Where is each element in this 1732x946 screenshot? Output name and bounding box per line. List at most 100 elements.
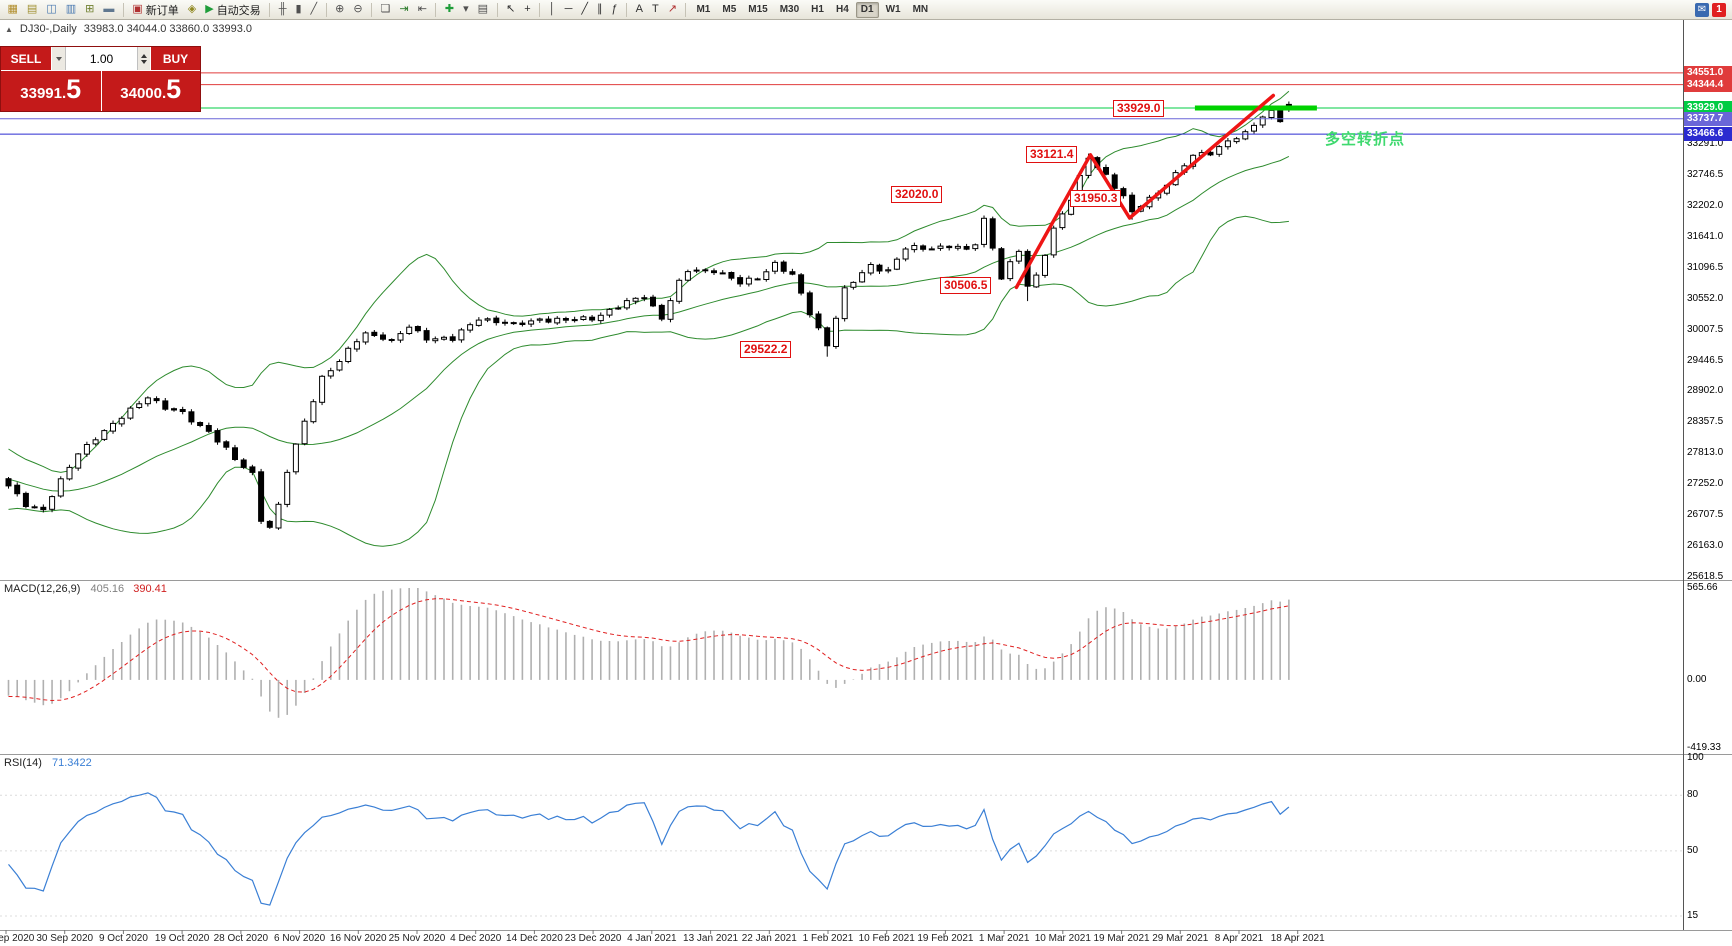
periods-icon[interactable]: ▾ <box>459 1 473 18</box>
timeframe-m5[interactable]: M5 <box>722 4 737 15</box>
buy-price-button[interactable]: 34000. 5 <box>100 71 201 111</box>
navigator-icon[interactable]: ⊞ <box>81 1 98 18</box>
vertical-line-icon[interactable]: │ <box>545 1 560 18</box>
sell-button[interactable]: SELL <box>10 51 42 66</box>
buy-button[interactable]: BUY <box>150 47 200 70</box>
price-tick-label: 25618.5 <box>1687 571 1724 582</box>
timeframe-mn[interactable]: MN <box>912 4 929 15</box>
price-tick-label: 33291.0 <box>1687 138 1724 149</box>
horizontal-line-icon[interactable]: ─ <box>561 1 577 18</box>
price-tick-label: 31641.0 <box>1687 230 1724 242</box>
candlesticks <box>5 101 1292 530</box>
price-annotation-30506.5[interactable]: 30506.5 <box>940 277 992 294</box>
chart-shift-icon[interactable]: ⇤ <box>414 1 431 18</box>
trend-zigzag-line-1[interactable] <box>1014 93 1276 290</box>
timeframe-m1[interactable]: M1 <box>696 4 711 15</box>
price-tag-34344.4: 34344.4 <box>1684 77 1732 92</box>
sell-price-button[interactable]: 33991. 5 <box>1 71 101 111</box>
auto-scroll-icon[interactable]: ⇥ <box>395 1 412 18</box>
line-chart-icon[interactable]: ╱ <box>307 1 322 18</box>
market-watch-icon[interactable]: ◫ <box>42 1 60 18</box>
alert-badge[interactable]: 1 <box>1712 2 1726 17</box>
date-label: 9 Oct 2020 <box>98 933 148 944</box>
date-label: 23 Dec 2020 <box>564 933 622 944</box>
zoom-out-icon-glyph: ⊖ <box>353 3 363 15</box>
new-order-button-glyph: ▣ <box>132 3 143 15</box>
price-tick-label: 28902.0 <box>1687 385 1724 397</box>
trendline-icon[interactable]: ╱ <box>577 1 592 18</box>
navigator-icon-glyph: ⊞ <box>85 3 95 15</box>
volume-input[interactable]: 1.00 <box>65 47 150 70</box>
new-order-button-label: 新订单 <box>145 4 179 17</box>
rsi-header: RSI(14) 71.3422 <box>4 757 92 769</box>
date-label: 28 Oct 2020 <box>213 933 269 944</box>
price-annotation-33929.0[interactable]: 33929.0 <box>1113 100 1165 117</box>
volume-dropdown-button[interactable] <box>51 47 65 70</box>
chart-symbol-period: DJ30-,Daily <box>19 23 77 35</box>
tile-windows-icon-glyph: ❏ <box>380 3 391 15</box>
new-order-button[interactable]: ▣ 新订单 <box>128 1 182 18</box>
indicators-icon[interactable]: ✚ <box>441 1 458 18</box>
data-window-icon-glyph: ▥ <box>65 3 77 15</box>
date-label: 13 Jan 2021 <box>683 933 739 944</box>
volume-increase-button[interactable] <box>141 53 147 58</box>
timeframe-m30[interactable]: M30 <box>779 4 800 15</box>
metaeditor-icon[interactable]: ◈ <box>184 1 200 18</box>
arrows-icon[interactable]: ↗ <box>664 1 681 18</box>
text-icon[interactable]: A <box>632 1 647 18</box>
date-label: 4 Dec 2020 <box>450 933 502 944</box>
timeframe-d1[interactable]: D1 <box>855 1 879 18</box>
bar-chart-icon-glyph: ╫ <box>278 3 287 15</box>
arrows-icon-glyph: ↗ <box>667 3 677 15</box>
new-chart-icon[interactable]: ▦ <box>4 1 22 18</box>
timeframe-h1[interactable]: H1 <box>811 4 824 15</box>
date-label: 19 Feb 2021 <box>917 933 974 944</box>
macd-header: MACD(12,26,9) 405.16 390.41 <box>4 583 167 595</box>
collapse-one-click-icon[interactable]: ▲ <box>5 24 13 34</box>
periods-icon-glyph: ▾ <box>463 3 469 15</box>
price-annotation-29522.2[interactable]: 29522.2 <box>740 341 792 358</box>
toolbar-separator <box>435 2 437 17</box>
profiles-icon[interactable]: ▤ <box>23 1 41 18</box>
equidistant-channel-icon[interactable]: ∥ <box>593 1 607 18</box>
price-tick-label: 28357.5 <box>1687 416 1724 428</box>
turning-point-note[interactable]: 多空转折点 <box>1325 131 1406 148</box>
zoom-out-icon[interactable]: ⊖ <box>349 1 366 18</box>
timeframe-w1[interactable]: W1 <box>885 4 901 15</box>
metaeditor-icon-glyph: ◈ <box>187 3 197 15</box>
autotrade-button[interactable]: ▶ 自动交易 <box>201 1 264 18</box>
macd-name: MACD(12,26,9) <box>4 583 81 595</box>
fibonacci-icon[interactable]: ƒ <box>608 1 622 18</box>
volume-decrease-button[interactable] <box>141 59 147 64</box>
text-label-icon[interactable]: T <box>648 1 663 18</box>
zoom-in-icon-glyph: ⊕ <box>335 3 345 15</box>
rsi-name: RSI(14) <box>4 757 42 769</box>
terminal-icon[interactable]: ▬ <box>99 1 118 18</box>
templates-icon[interactable]: ▤ <box>474 1 492 18</box>
candlestick-chart-icon[interactable]: ▮ <box>291 1 305 18</box>
price-annotation-31950.3[interactable]: 31950.3 <box>1070 190 1122 207</box>
price-tick-label: 27252.0 <box>1687 478 1724 490</box>
price-tag-33737.7: 33737.7 <box>1684 111 1732 126</box>
market-watch-icon-glyph: ◫ <box>46 3 57 15</box>
rsi-value: 71.3422 <box>51 757 92 769</box>
zoom-in-icon[interactable]: ⊕ <box>331 1 348 18</box>
toolbar-separator <box>685 2 687 17</box>
tile-windows-icon[interactable]: ❏ <box>377 1 395 18</box>
price-annotation-32020.0[interactable]: 32020.0 <box>891 186 943 203</box>
toolbar-separator <box>122 2 124 17</box>
price-annotation-33121.4[interactable]: 33121.4 <box>1026 146 1078 163</box>
community-icon[interactable]: ✉ <box>1695 2 1709 17</box>
toolbar-separator <box>269 2 271 17</box>
bar-chart-icon[interactable]: ╫ <box>275 1 291 18</box>
crosshair-icon[interactable]: + <box>520 1 534 18</box>
price-tag-34551.0: 34551.0 <box>1684 65 1732 80</box>
cursor-icon[interactable]: ↖ <box>502 1 519 18</box>
price-tick-label: 32202.0 <box>1687 199 1724 211</box>
data-window-icon[interactable]: ▥ <box>62 1 80 18</box>
timeframe-m15[interactable]: M15 <box>748 4 768 15</box>
chart-window: ▲ DJ30-,Daily 33983.0 34044.0 33860.0 33… <box>0 20 1732 946</box>
equidistant-channel-icon-glyph: ∥ <box>597 3 603 15</box>
chart-shift-icon-glyph: ⇤ <box>417 3 427 15</box>
timeframe-h4[interactable]: H4 <box>835 4 849 15</box>
